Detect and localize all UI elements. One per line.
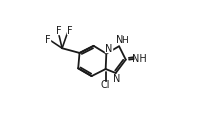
Bar (101, 82, 110, 88)
Text: F: F (45, 35, 50, 45)
Bar (105, 46, 112, 51)
Bar (45, 38, 50, 43)
Bar (135, 56, 143, 62)
Text: N: N (105, 44, 112, 53)
Text: H: H (121, 36, 128, 45)
Bar (115, 37, 125, 44)
Bar (114, 76, 120, 81)
Text: N: N (116, 35, 123, 45)
Text: N: N (113, 74, 121, 84)
Text: NH: NH (132, 54, 147, 64)
Text: F: F (56, 27, 62, 36)
Text: Cl: Cl (101, 80, 110, 90)
Text: F: F (67, 27, 73, 36)
Bar (56, 29, 62, 34)
Bar (67, 29, 73, 34)
